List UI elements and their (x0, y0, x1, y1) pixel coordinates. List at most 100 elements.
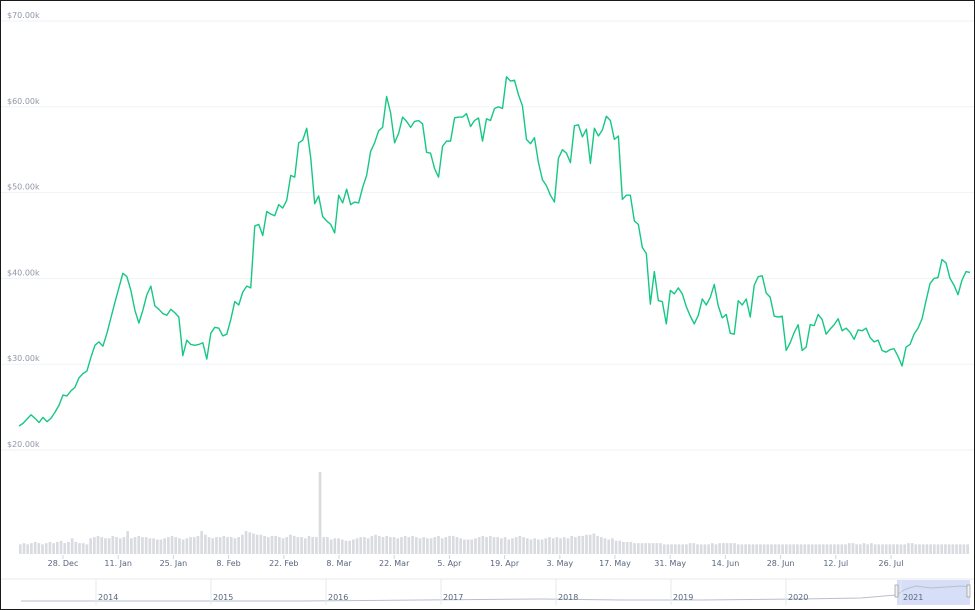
volume-bar (359, 537, 363, 554)
volume-bar (229, 537, 233, 554)
volume-bar (681, 544, 685, 554)
volume-bar (918, 544, 921, 554)
navigator-year-label: 2016 (328, 593, 348, 602)
range-navigator[interactable]: 2014 2015 2016 2017 2018 2019 2020 2021 (1, 578, 974, 605)
volume-bar (648, 543, 651, 554)
volume-bar (244, 531, 248, 554)
volume-bar (204, 534, 207, 554)
x-tick-label: 28. Dec (48, 559, 79, 568)
volume-bar (592, 533, 596, 554)
volume-bar (670, 544, 673, 554)
volume-bar (507, 539, 511, 554)
volume-bar (322, 537, 326, 554)
volume-bar (296, 537, 300, 554)
volume-bar (858, 544, 862, 554)
volume-bar (562, 537, 566, 554)
volume-bar (685, 544, 688, 554)
volume-bar (237, 537, 240, 554)
volume-bar (433, 537, 437, 554)
volume-bar (67, 541, 70, 554)
volume-bar (337, 538, 340, 554)
volume-bar (633, 543, 636, 554)
volume-bar (503, 537, 507, 554)
volume-bar (907, 543, 910, 554)
volume-bar (152, 538, 155, 554)
volume-bar (714, 544, 718, 554)
navigator-year-label: 2019 (673, 593, 693, 602)
volume-bar (529, 539, 533, 554)
volume-bar (533, 538, 537, 554)
volume-bar (951, 544, 955, 554)
volume-bar (70, 538, 74, 554)
volume-bar (107, 538, 111, 554)
volume-bar (100, 537, 104, 554)
volume-bar (925, 544, 929, 554)
volume-bar (677, 544, 681, 554)
x-tick-label: 14. Jun (712, 559, 740, 568)
volume-bar (355, 538, 359, 554)
volume-bar (821, 544, 825, 554)
volume-bar (215, 537, 218, 554)
volume-bar (115, 537, 118, 554)
volume-bar (470, 539, 474, 554)
volume-bar (344, 540, 348, 554)
volume-bar (818, 544, 821, 554)
volume-bar (448, 535, 451, 554)
volume-bar (41, 544, 44, 554)
volume-bar (118, 538, 122, 554)
volume-bar (37, 543, 41, 554)
volume-bar (514, 537, 518, 554)
volume-bar (947, 544, 951, 554)
volume-bar (278, 537, 281, 554)
volume-bar (559, 538, 562, 554)
volume-bar (844, 544, 847, 554)
navigator-year-label: 2017 (443, 593, 463, 602)
volume-bar (840, 544, 844, 554)
price-line-layer (18, 76, 971, 427)
volume-bar (807, 544, 810, 554)
navigator-series (21, 585, 971, 602)
volume-bar (26, 544, 30, 554)
volume-bar (429, 538, 433, 554)
x-tick-label: 17. May (599, 559, 631, 568)
volume-bar (755, 544, 759, 554)
volume-bar (437, 535, 440, 554)
volume-bar (477, 537, 481, 554)
volume-bar (259, 534, 263, 554)
volume-bar (455, 537, 459, 554)
volume-bar (385, 535, 388, 554)
navigator-selection[interactable] (897, 580, 970, 605)
volume-bar (137, 535, 141, 554)
volume-bar (607, 539, 611, 554)
volume-bar (459, 538, 463, 554)
x-tick-label: 12. Jul (823, 559, 848, 568)
volume-bar (651, 543, 655, 554)
navigator-year-label: 2018 (558, 593, 578, 602)
volume-bar (396, 538, 400, 554)
volume-bar (474, 538, 477, 554)
volume-bar (622, 541, 625, 554)
volume-bar (784, 544, 788, 554)
volume-bar (292, 535, 296, 554)
volume-bar (311, 537, 314, 554)
volume-bar (22, 543, 26, 554)
navigator-year-label: 2014 (98, 593, 118, 602)
volume-bar (733, 543, 736, 554)
volume-bar (659, 543, 662, 554)
volume-bar (463, 539, 466, 554)
volume-bar (596, 535, 599, 554)
volume-bar (881, 544, 884, 554)
volume-bar (707, 544, 710, 554)
navigator-handle-right[interactable] (966, 584, 971, 598)
x-tick-label: 5. Apr (437, 559, 462, 568)
volume-bar (722, 543, 725, 554)
volume-bar (303, 538, 307, 554)
volume-bar (374, 534, 377, 554)
volume-bar (522, 537, 525, 554)
volume-bar (751, 544, 755, 554)
volume-bar (266, 537, 270, 554)
navigator-year-label: 2015 (213, 593, 233, 602)
navigator-handle-left[interactable] (894, 584, 899, 598)
volume-bar (962, 544, 966, 554)
volume-bar (252, 533, 255, 554)
